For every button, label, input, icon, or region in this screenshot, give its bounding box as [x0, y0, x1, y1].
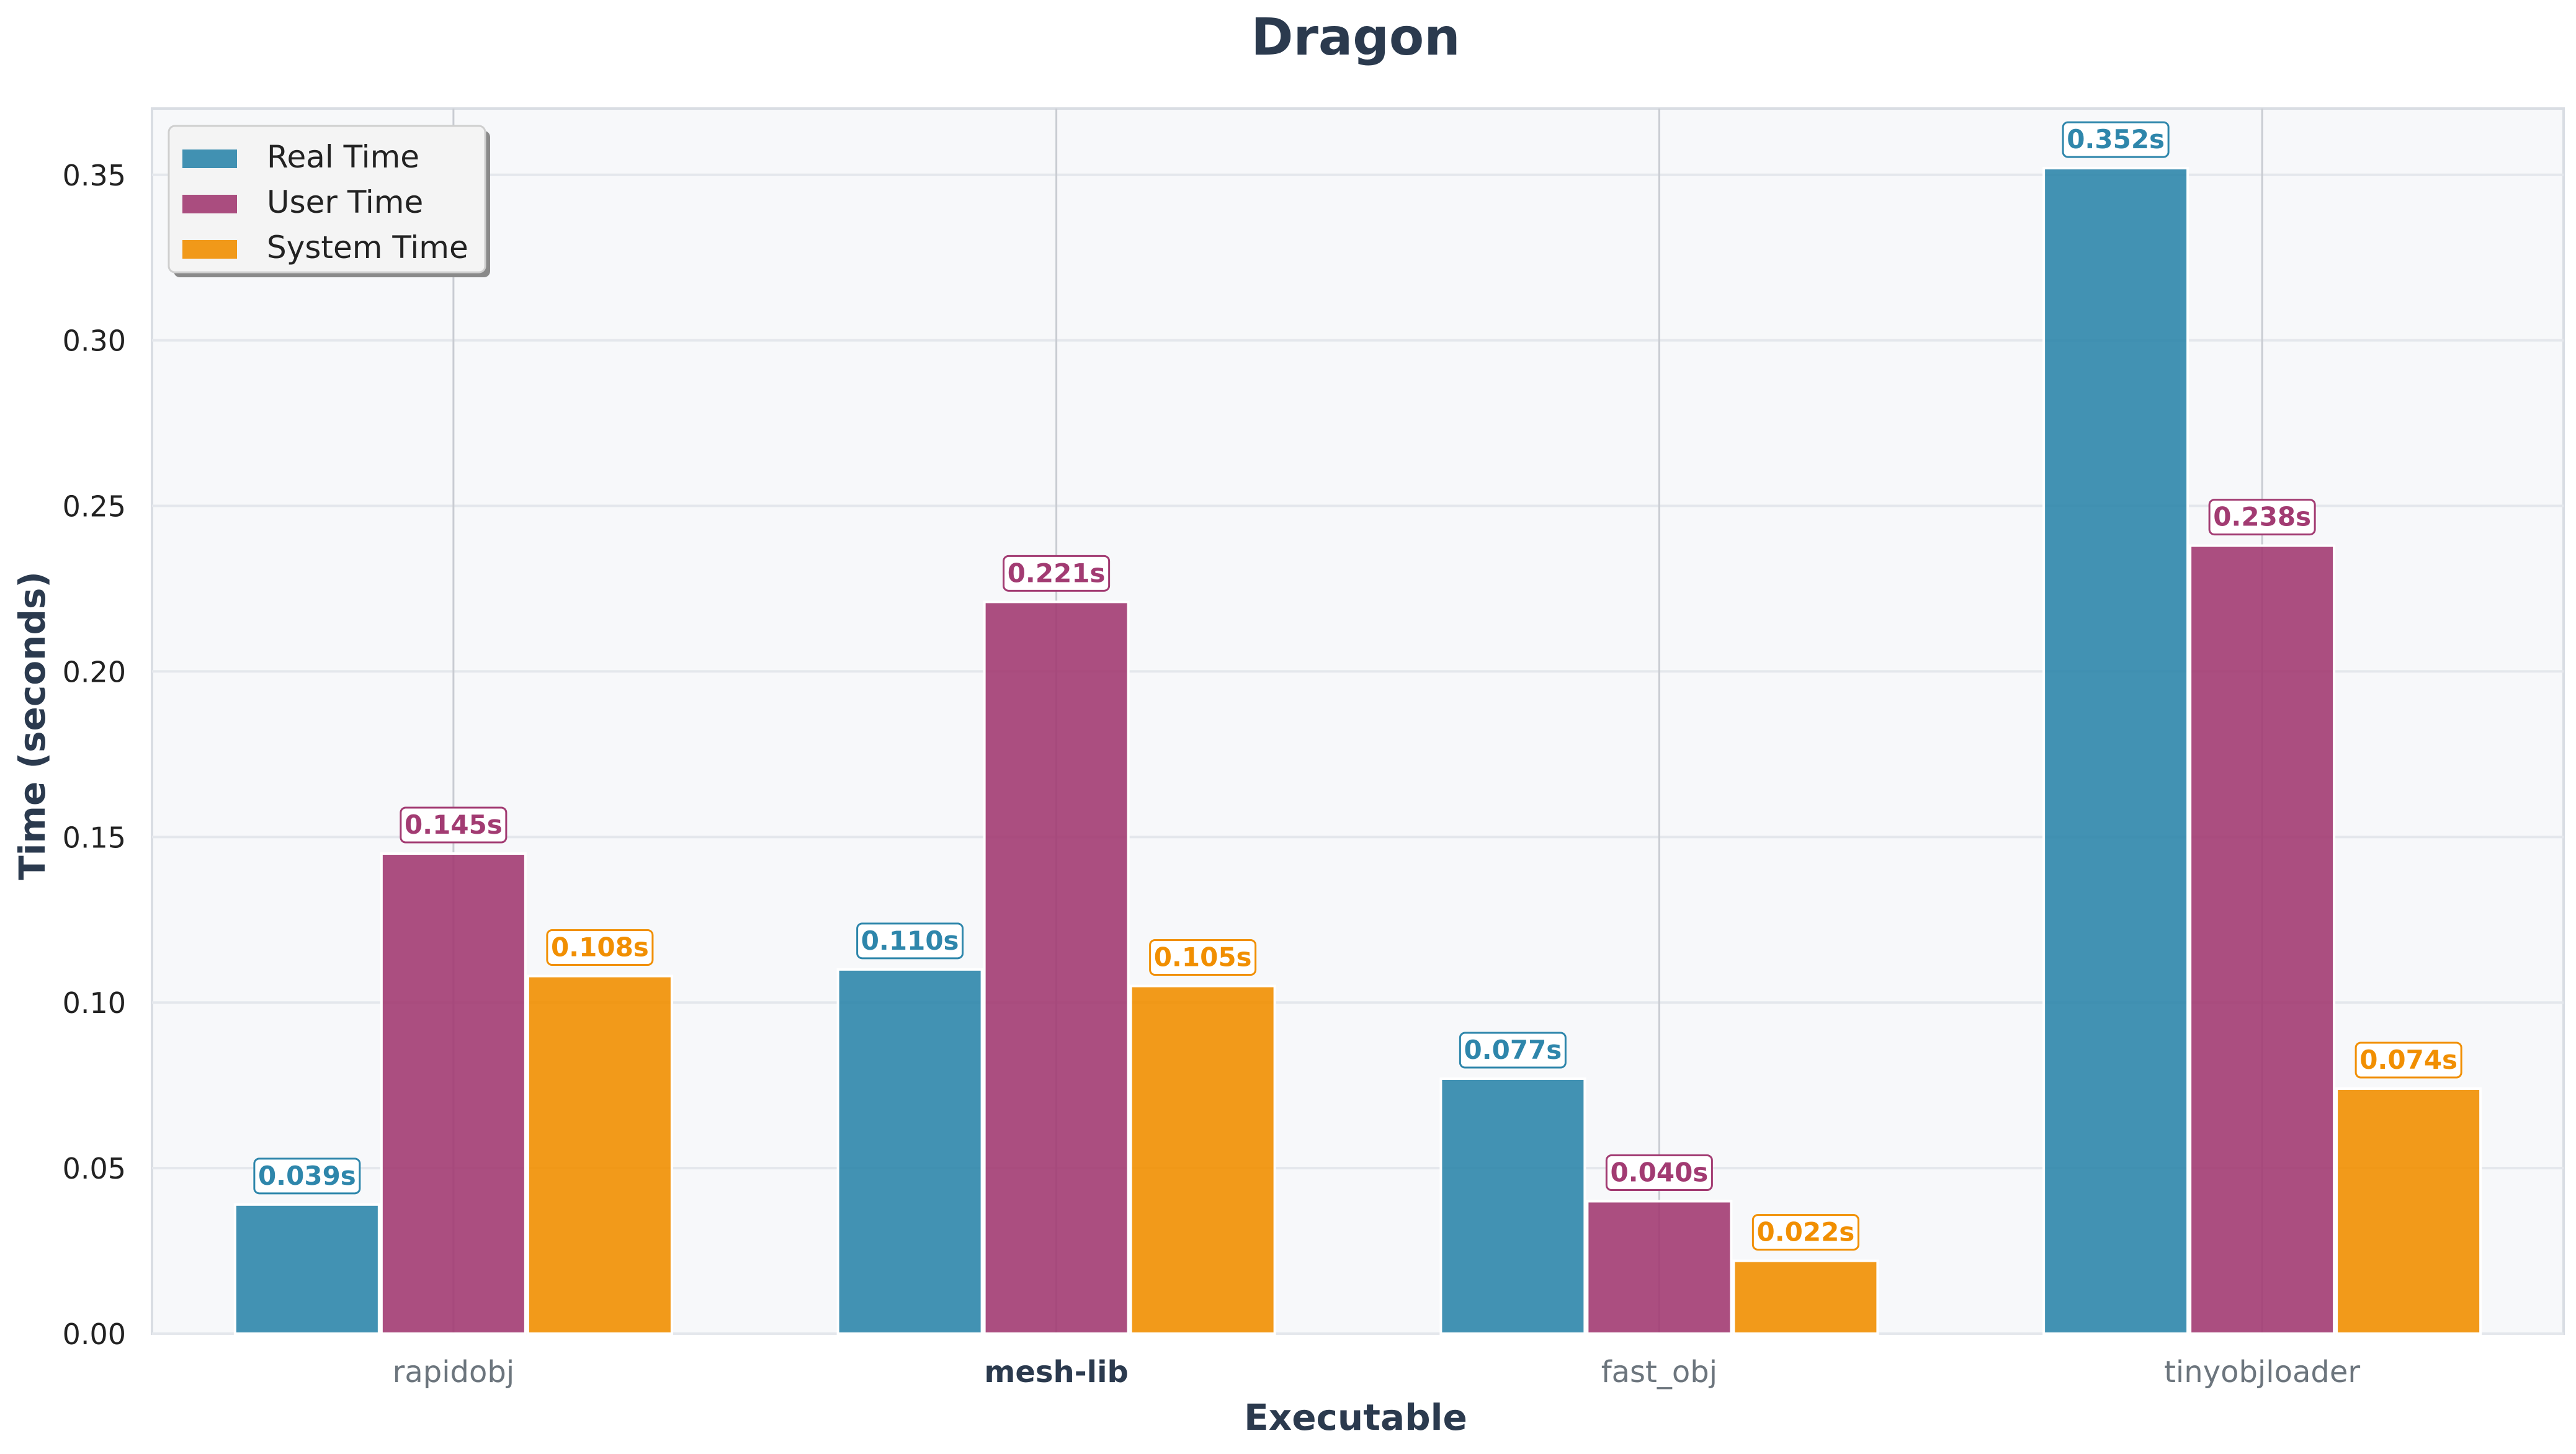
legend-swatch [182, 240, 237, 259]
legend-label: User Time [267, 184, 423, 220]
chart-title: Dragon [1251, 8, 1460, 67]
data-label: 0.108s [551, 932, 649, 963]
legend-label: Real Time [267, 139, 419, 175]
x-tick-label: mesh-lib [984, 1355, 1129, 1389]
x-tick-label: fast_obj [1601, 1355, 1717, 1389]
data-labels: 0.039s 0.145s 0.108s 0.110s 0.221s 0.105s 0.07… [253, 121, 2462, 1251]
data-label: 0.238s [2213, 502, 2311, 532]
x-axis-ticks: rapidobj mesh-lib fast_obj tinyobjloader [393, 1355, 2361, 1389]
data-label-box [2208, 499, 2316, 536]
y-tick-label: 0.00 [63, 1318, 126, 1351]
data-label-box [1605, 1154, 1713, 1191]
legend-swatch [182, 149, 237, 168]
y-tick-label: 0.15 [63, 821, 126, 854]
data-label-box [856, 922, 964, 960]
legend-swatch [182, 195, 237, 213]
data-label: 0.022s [1756, 1217, 1854, 1247]
data-label: 0.039s [258, 1161, 356, 1191]
data-label-box [2062, 121, 2170, 158]
data-label-box [546, 929, 654, 966]
bar-system-time-tinyobjloader [2335, 1087, 2482, 1335]
data-label: 0.110s [861, 925, 959, 956]
legend: Real Time User Time System Time [168, 125, 490, 277]
legend-box [168, 125, 486, 274]
y-axis-label: Time (seconds) [11, 571, 53, 880]
bar-real-time-rapidobj [233, 1203, 380, 1336]
data-label-box [1459, 1032, 1567, 1069]
data-label: 0.040s [1610, 1157, 1708, 1187]
y-tick-label: 0.10 [63, 986, 126, 1020]
y-tick-label: 0.35 [63, 159, 126, 192]
bar-user-time-rapidobj [380, 852, 527, 1336]
bar-real-time-tinyobjloader [2042, 167, 2189, 1336]
data-label-box [253, 1157, 361, 1195]
data-label: 0.352s [2067, 124, 2165, 154]
bar-user-time-tinyobjloader [2189, 544, 2336, 1335]
y-tick-label: 0.30 [63, 324, 126, 358]
legend-label: System Time [267, 230, 468, 265]
bar-user-time-mesh-lib [983, 600, 1130, 1335]
bar-system-time-mesh-lib [1129, 984, 1276, 1335]
y-tick-label: 0.20 [63, 655, 126, 689]
data-label-box [400, 806, 508, 844]
data-label-box [1003, 555, 1111, 592]
data-label: 0.105s [1154, 942, 1252, 973]
data-label-box [1149, 939, 1257, 976]
data-label: 0.221s [1008, 558, 1106, 588]
y-axis-ticks: 0.00 0.05 0.10 0.15 0.20 0.25 0.30 0.35 [63, 159, 126, 1351]
data-label: 0.077s [1464, 1035, 1562, 1065]
y-tick-label: 0.25 [63, 490, 126, 524]
x-tick-label: tinyobjloader [2164, 1355, 2360, 1389]
x-tick-label: rapidobj [393, 1355, 515, 1389]
bar-real-time-fast_obj [1439, 1077, 1586, 1335]
data-label-box [2355, 1041, 2462, 1079]
bars [233, 167, 2482, 1336]
bar-user-time-fast_obj [1586, 1200, 1733, 1335]
data-label: 0.145s [405, 810, 503, 840]
bar-system-time-rapidobj [526, 975, 673, 1336]
data-label-box [1751, 1214, 1859, 1251]
data-label: 0.074s [2359, 1045, 2457, 1075]
x-axis-label: Executable [1244, 1396, 1467, 1438]
y-tick-label: 0.05 [63, 1152, 126, 1185]
bar-system-time-fast_obj [1732, 1259, 1879, 1336]
bar-real-time-mesh-lib [836, 968, 983, 1336]
